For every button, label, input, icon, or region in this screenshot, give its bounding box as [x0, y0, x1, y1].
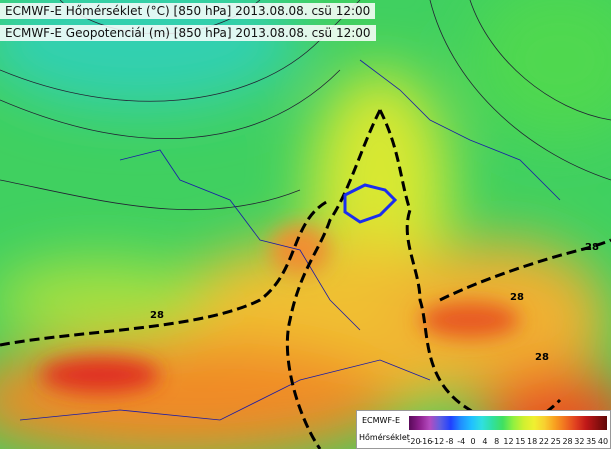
legend-label: 0 [470, 437, 476, 446]
color-bar [409, 416, 607, 430]
legend-label: -20 [407, 437, 421, 446]
contour-label: 28 [585, 242, 599, 253]
contour-label: 28 [510, 292, 524, 303]
legend-label: 35 [586, 437, 597, 446]
header-line: ECMWF-E Hőmérséklet (°C) [850 hPa] 2013.… [0, 3, 376, 19]
legend-label: -12 [431, 437, 445, 446]
legend-label: 32 [574, 437, 585, 446]
legend-label: 15 [515, 437, 526, 446]
legend-label: 25 [550, 437, 561, 446]
legend-variable: Hőmérséklet [359, 433, 410, 442]
contour-label: 28 [150, 310, 164, 321]
legend-label: 8 [494, 437, 500, 446]
legend-label: -8 [445, 437, 454, 446]
legend-label: 22 [538, 437, 550, 446]
legend-label: 28 [562, 437, 573, 446]
color-legend: ECMWF-E Hőmérséklet -20 -16 -12 -8 -4 0 4 8 12 15… [356, 410, 611, 449]
legend-model: ECMWF-E [362, 416, 400, 425]
contour-label: 28 [535, 352, 549, 363]
header-line: ECMWF-E Geopotenciál (m) [850 hPa] 2013.… [0, 25, 376, 41]
legend-label: 4 [482, 437, 488, 446]
legend-label: -4 [457, 437, 466, 446]
legend-label: 40 [597, 437, 609, 446]
legend-label: 18 [527, 437, 538, 446]
legend-label: -16 [419, 437, 433, 446]
legend-label: 12 [503, 437, 514, 446]
